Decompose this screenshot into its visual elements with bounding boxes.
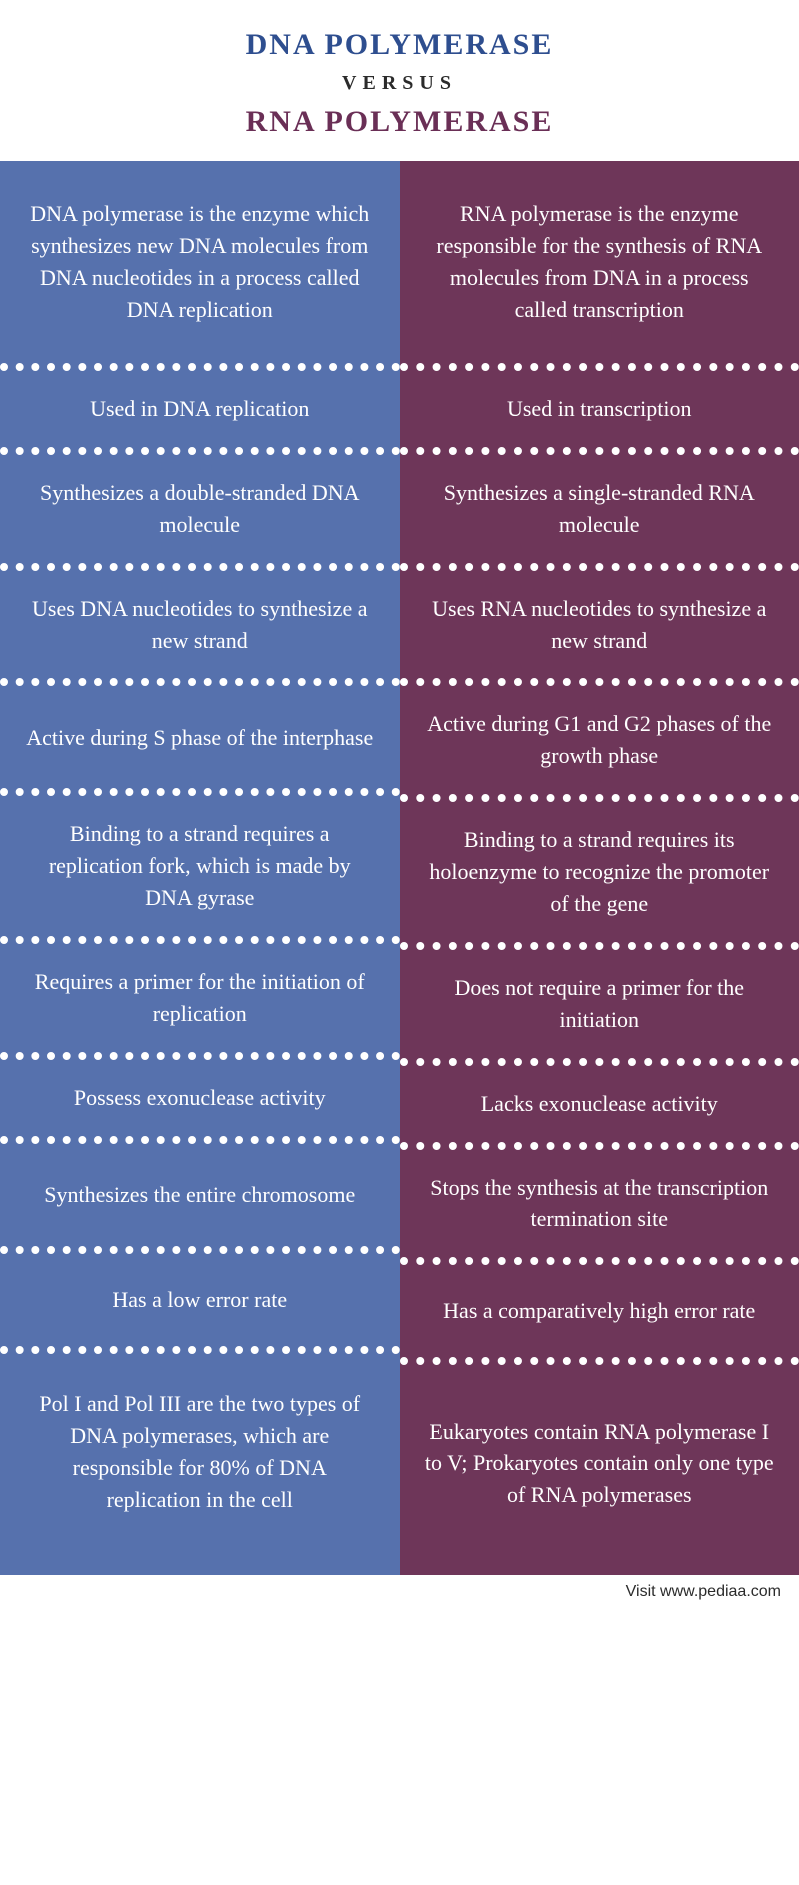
right-cell: Used in transcription [400, 371, 799, 455]
left-column: DNA polymerase is the enzyme which synth… [0, 161, 400, 1575]
right-cell: Eukaryotes contain RNA polymerase I to V… [400, 1365, 799, 1575]
left-cell: Has a low error rate [0, 1254, 400, 1354]
title-top: DNA POLYMERASE [0, 28, 799, 62]
left-cell: Pol I and Pol III are the two types of D… [0, 1354, 400, 1564]
left-cell: Requires a primer for the initiation of … [0, 944, 400, 1060]
footer-credit: Visit www.pediaa.com [0, 1575, 799, 1615]
left-cell: Used in DNA replication [0, 371, 400, 455]
left-cell: DNA polymerase is the enzyme which synth… [0, 161, 400, 371]
header: DNA POLYMERASE VERSUS RNA POLYMERASE [0, 0, 799, 161]
comparison-infographic: DNA POLYMERASE VERSUS RNA POLYMERASE DNA… [0, 0, 799, 1615]
right-cell: Binding to a strand requires its holoenz… [400, 802, 799, 950]
right-cell: Lacks exonuclease activity [400, 1066, 799, 1150]
versus-label: VERSUS [0, 72, 799, 95]
right-cell: Uses RNA nucleotides to synthesize a new… [400, 571, 799, 687]
left-cell: Uses DNA nucleotides to synthesize a new… [0, 571, 400, 687]
title-bottom: RNA POLYMERASE [0, 105, 799, 139]
right-cell: Has a comparatively high error rate [400, 1265, 799, 1365]
right-column: RNA polymerase is the enzyme responsible… [400, 161, 799, 1575]
comparison-columns: DNA polymerase is the enzyme which synth… [0, 161, 799, 1575]
left-cell: Synthesizes a double-stranded DNA molecu… [0, 455, 400, 571]
right-cell: Active during G1 and G2 phases of the gr… [400, 686, 799, 802]
right-cell: Synthesizes a single-stranded RNA molecu… [400, 455, 799, 571]
right-cell: Does not require a primer for the initia… [400, 950, 799, 1066]
right-cell: RNA polymerase is the enzyme responsible… [400, 161, 799, 371]
left-cell: Active during S phase of the interphase [0, 686, 400, 796]
left-cell: Possess exonuclease activity [0, 1060, 400, 1144]
right-cell: Stops the synthesis at the transcription… [400, 1150, 799, 1266]
left-cell: Binding to a strand requires a replicati… [0, 796, 400, 944]
left-cell: Synthesizes the entire chromosome [0, 1144, 400, 1254]
